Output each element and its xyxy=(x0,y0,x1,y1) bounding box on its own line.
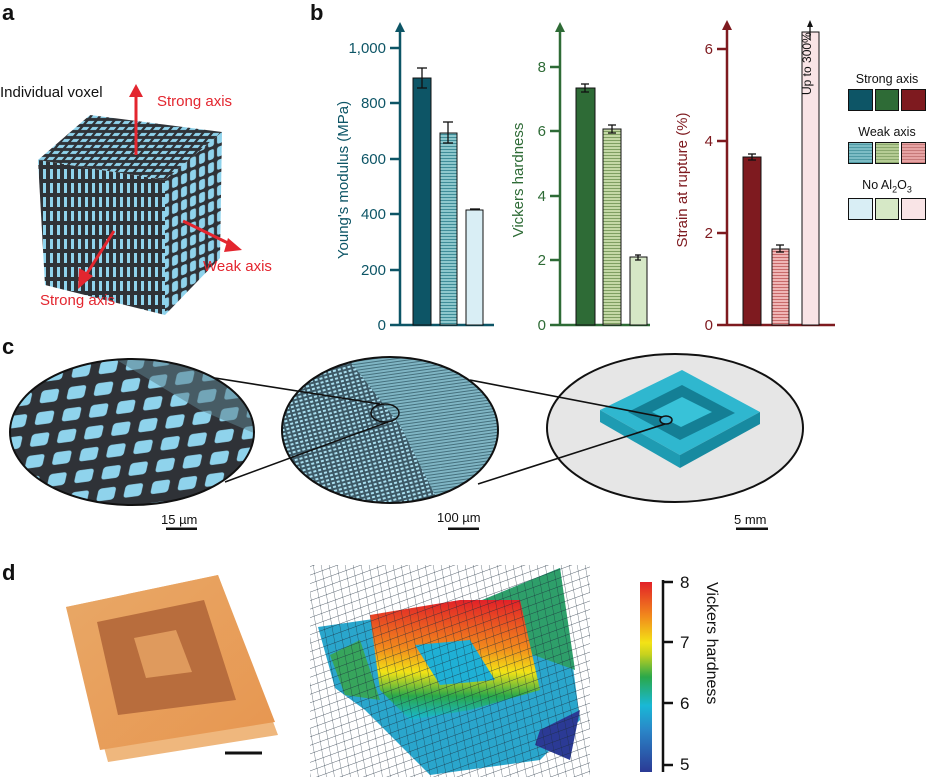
panel-d-graphics xyxy=(66,565,673,777)
zoom-circle-100um xyxy=(281,356,499,504)
strong-axis-down-label: Strong axis xyxy=(40,292,116,309)
svg-text:0: 0 xyxy=(538,317,546,334)
svg-text:Young's modulus (MPa): Young's modulus (MPa) xyxy=(335,101,352,259)
individual-voxel-label: Individual voxel xyxy=(0,84,103,101)
swatch-weak-red xyxy=(901,142,926,164)
swatch-strong-red xyxy=(901,89,926,111)
bar-charts: 1,000 800 600 400 200 0 Young's modulus … xyxy=(335,20,835,334)
legend-weak-axis-label: Weak axis xyxy=(858,125,916,139)
panel-label-a: a xyxy=(2,0,15,25)
weak-axis-label: Weak axis xyxy=(203,258,272,275)
legend-strong-axis-swatches xyxy=(848,89,926,111)
colorbar xyxy=(640,580,673,772)
svg-text:0: 0 xyxy=(705,317,713,334)
colorbar-tick-6: 6 xyxy=(680,694,690,713)
zoom-sequence-diagram xyxy=(9,353,804,530)
up-to-300-label: Up to 300% xyxy=(800,32,814,95)
swatch-none-red xyxy=(901,197,926,220)
scale-label-5mm: 5 mm xyxy=(734,512,767,527)
svg-text:600: 600 xyxy=(361,151,386,168)
legend-no-al2o3-label: No Al2O3 xyxy=(862,178,912,195)
colorbar-tick-8: 8 xyxy=(680,573,690,592)
svg-text:Strain at rupture (%): Strain at rupture (%) xyxy=(674,112,691,247)
svg-text:200: 200 xyxy=(361,262,386,279)
svg-text:4: 4 xyxy=(705,133,713,150)
legend-no-al2o3-swatches xyxy=(848,197,926,220)
swatch-strong-green xyxy=(874,89,900,111)
panel-label-c: c xyxy=(2,334,15,359)
swatch-weak-green xyxy=(874,142,900,164)
axis-arrows xyxy=(78,84,242,289)
zoom-connector-lines xyxy=(214,377,666,485)
svg-text:8: 8 xyxy=(538,59,546,76)
svg-text:6: 6 xyxy=(538,123,546,140)
vickers-hardness-chart: 8 6 4 2 0 Vickers hardness xyxy=(510,22,650,334)
legend-strong-axis-label: Strong axis xyxy=(855,72,919,86)
svg-text:1,000: 1,000 xyxy=(348,40,386,57)
colorbar-tick-5: 5 xyxy=(680,755,690,774)
zoom-circle-15um xyxy=(9,358,255,506)
swatch-weak-teal xyxy=(848,142,873,164)
youngs-modulus-chart: 1,000 800 600 400 200 0 Young's modulus … xyxy=(335,22,494,334)
svg-text:0: 0 xyxy=(378,317,386,334)
swatch-strong-teal xyxy=(848,89,873,111)
cube xyxy=(38,115,222,315)
colorbar-tick-7: 7 xyxy=(680,633,690,652)
panel-label-b: b xyxy=(310,0,324,25)
hardness-surface-plot xyxy=(310,565,590,777)
scale-label-15um: 15 µm xyxy=(161,512,198,527)
scale-label-100um: 100 µm xyxy=(437,510,481,525)
voxel-cube-diagram xyxy=(38,84,242,315)
legend: Strong axis Weak axis No Al2O3 xyxy=(848,72,926,220)
svg-text:800: 800 xyxy=(361,95,386,112)
zoom-circle-5mm xyxy=(546,353,804,503)
svg-text:2: 2 xyxy=(705,225,713,242)
svg-text:6: 6 xyxy=(705,41,713,58)
svg-text:2: 2 xyxy=(538,252,546,269)
svg-text:400: 400 xyxy=(361,206,386,223)
strain-at-rupture-chart: 6 4 2 0 Strain at rupture (%) xyxy=(674,20,835,334)
svg-text:Vickers hardness: Vickers hardness xyxy=(510,123,527,238)
strong-axis-up-label: Strong axis xyxy=(157,93,233,110)
panel-label-d: d xyxy=(2,560,16,585)
swatch-none-green xyxy=(874,197,900,220)
legend-weak-axis-swatches xyxy=(848,142,926,164)
svg-text:4: 4 xyxy=(538,188,546,205)
swatch-none-teal xyxy=(848,197,873,220)
colorbar-label: Vickers hardness xyxy=(703,582,720,705)
sample-photo xyxy=(66,575,278,762)
